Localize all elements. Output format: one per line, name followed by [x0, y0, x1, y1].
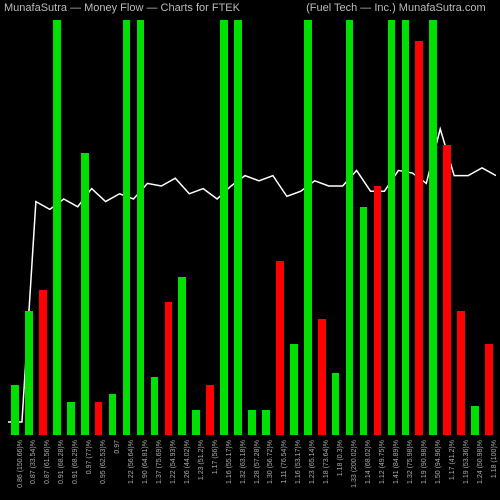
x-label: 1.37 (75.69)%: [156, 440, 163, 484]
x-label: 1.41 (84.89)%: [393, 440, 400, 484]
bar: [53, 20, 61, 435]
bar: [248, 410, 256, 435]
bar: [360, 207, 368, 435]
bar: [25, 311, 33, 436]
bar: [137, 20, 145, 435]
x-label: 1.22 (56.64)%: [128, 440, 135, 484]
bar: [192, 410, 200, 435]
x-label: 1.18 (0.3)%: [337, 440, 344, 476]
bar: [151, 377, 159, 435]
header-right: (Fuel Tech — Inc.) MunafaSutra.com: [306, 2, 486, 14]
bar: [81, 153, 89, 435]
x-label: 1.90 (64.81)%: [142, 440, 149, 484]
x-label: 1.32 (63.18)%: [240, 440, 247, 484]
x-label: 0.91 (68.29)%: [72, 440, 79, 484]
bar: [234, 20, 242, 435]
bar: [67, 402, 75, 435]
x-label: 1.16 (53.17)%: [295, 440, 302, 484]
x-label: 0.87 (61.56)%: [44, 440, 51, 484]
bar: [165, 302, 173, 435]
chart-header: MunafaSutra — Money Flow — Charts for FT…: [0, 0, 500, 20]
x-label: 1.33 (200.02)%: [351, 440, 358, 488]
x-label: 1.12 (49.75)%: [379, 440, 386, 484]
x-label: 1.19 (53.36)%: [463, 440, 470, 484]
bar: [388, 20, 396, 435]
bar: [220, 20, 228, 435]
bar: [11, 385, 19, 435]
x-label: 1.17 (56)%: [212, 440, 219, 474]
x-label: 1.18 (100)%: [491, 440, 498, 478]
bar: [178, 277, 186, 435]
bar: [123, 20, 131, 435]
x-label: 0.91 (68.28)%: [58, 440, 65, 484]
x-label: 1.23 (51.2)%: [198, 440, 205, 480]
x-label: 1.14 (68.02)%: [365, 440, 372, 484]
x-label: 1.50 (94.96)%: [435, 440, 442, 484]
bar: [290, 344, 298, 435]
bar: [374, 186, 382, 435]
x-label: 0.86 (150.66)%: [17, 440, 24, 488]
x-label: 1.26 (44.02)%: [184, 440, 191, 484]
bar: [95, 402, 103, 435]
bar: [262, 410, 270, 435]
bar: [415, 41, 423, 435]
x-label: 1.19 (90.98)%: [421, 440, 428, 484]
x-label: 1.17 (41.2)%: [449, 440, 456, 480]
x-label: 1.18 (73.64)%: [323, 440, 330, 484]
x-label: 1.23 (65.14)%: [309, 440, 316, 484]
x-label: 1.11 (76.54)%: [281, 440, 288, 483]
x-label: 1.30 (56.72)%: [267, 440, 274, 484]
header-left: MunafaSutra — Money Flow — Charts for FT…: [4, 2, 240, 14]
bar: [304, 20, 312, 435]
bar: [429, 20, 437, 435]
bar: [485, 344, 493, 435]
x-label: 1.24 (50.98)%: [477, 440, 484, 484]
chart-area: [8, 20, 496, 435]
bar: [39, 290, 47, 435]
bar: [276, 261, 284, 435]
x-label: 0.97: [114, 440, 121, 454]
bar: [346, 20, 354, 435]
x-label: 0.95 (62.53)%: [100, 440, 107, 484]
bar: [471, 406, 479, 435]
bar: [457, 311, 465, 436]
bar: [318, 319, 326, 435]
bar: [109, 394, 117, 436]
x-axis-labels: 0.86 (150.66)% 0.87 (33.54)% 0.87 (61.56)%…: [8, 440, 496, 495]
bar: [443, 145, 451, 436]
x-label: 1.16 (55.17)%: [226, 440, 233, 484]
x-label: 1.28 (57.28)%: [254, 440, 261, 484]
bar: [332, 373, 340, 435]
chart-container: MunafaSutra — Money Flow — Charts for FT…: [0, 0, 500, 500]
bar: [402, 20, 410, 435]
x-label: 0.97 (77)%: [86, 440, 93, 474]
x-label: 1.32 (75.98)%: [407, 440, 414, 484]
x-label: 1.22 (54.93)%: [170, 440, 177, 484]
bar: [206, 385, 214, 435]
x-label: 0.87 (33.54)%: [30, 440, 37, 484]
